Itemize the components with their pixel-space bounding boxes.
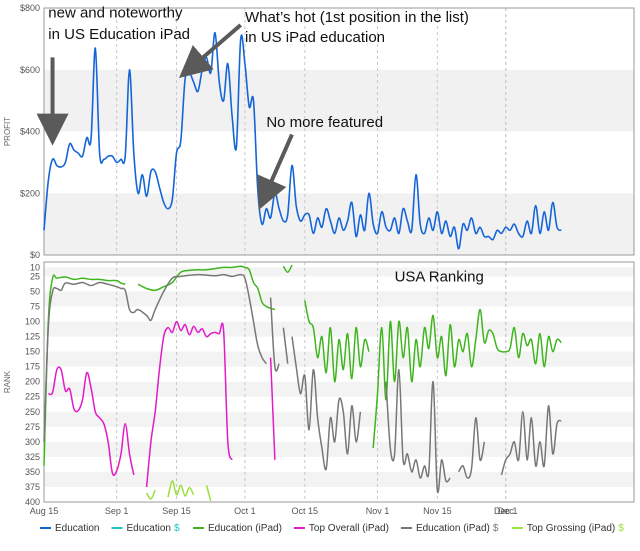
rank-y-tick-label: 325 bbox=[25, 452, 40, 462]
rank-series-line bbox=[145, 320, 233, 488]
x-tick-label: Dec 1 bbox=[494, 506, 518, 516]
rank-grid-band bbox=[44, 267, 634, 277]
x-tick-label: Sep 15 bbox=[162, 506, 191, 516]
legend-label: Education (iPad) bbox=[208, 523, 282, 534]
profit-y-tick-label: $0 bbox=[30, 250, 40, 260]
profit-grid-band bbox=[44, 193, 634, 255]
rank-y-tick-label: 10 bbox=[30, 262, 40, 272]
rank-y-tick-label: 375 bbox=[25, 482, 40, 492]
legend-item[interactable]: Education (iPad) $ bbox=[400, 523, 499, 534]
x-tick-label: Oct 15 bbox=[292, 506, 319, 516]
rank-y-tick-label: 350 bbox=[25, 467, 40, 477]
rank-y-axis-title: RANK bbox=[3, 370, 12, 393]
rank-series-line bbox=[145, 489, 156, 500]
rank-series-line bbox=[458, 417, 486, 479]
annotation-text: in US Education iPad bbox=[48, 26, 190, 43]
legend-suffix: $ bbox=[618, 523, 624, 534]
rank-series-line bbox=[282, 264, 293, 273]
rank-y-tick-label: 175 bbox=[25, 362, 40, 372]
x-tick-label: Oct 1 bbox=[234, 506, 256, 516]
profit-y-tick-label: $200 bbox=[20, 188, 40, 198]
rank-series-line bbox=[269, 357, 276, 460]
x-tick-label: Sep 1 bbox=[105, 506, 129, 516]
rank-y-tick-label: 100 bbox=[25, 317, 40, 327]
legend-suffix: $ bbox=[493, 523, 499, 534]
rank-y-tick-label: 75 bbox=[30, 302, 40, 312]
rank-plot-frame bbox=[43, 261, 635, 503]
annotation-text: No more featured bbox=[266, 114, 383, 131]
profit-y-tick-label: $600 bbox=[20, 65, 40, 75]
rank-y-tick-label: 400 bbox=[25, 497, 40, 507]
profit-y-tick-label: $400 bbox=[20, 127, 40, 137]
rank-series-line bbox=[291, 336, 362, 471]
rank-y-tick-label: 275 bbox=[25, 422, 40, 432]
rank-series-line bbox=[372, 308, 562, 448]
rank-y-tick-label: 225 bbox=[25, 392, 40, 402]
rank-y-tick-label: 300 bbox=[25, 437, 40, 447]
rank-y-tick-label: 150 bbox=[25, 347, 40, 357]
rank-series-line bbox=[48, 366, 135, 477]
rank-series-line bbox=[43, 273, 267, 442]
rank-series-line bbox=[269, 297, 280, 372]
rank-grid-band bbox=[44, 321, 634, 337]
profit-grid-band bbox=[44, 8, 634, 70]
profit-series-line bbox=[43, 31, 562, 250]
rank-panel-title: USA Ranking bbox=[395, 268, 484, 285]
rank-y-tick-label: 200 bbox=[25, 377, 40, 387]
rank-y-tick-label: 25 bbox=[30, 271, 40, 281]
x-tick-label: Nov 15 bbox=[423, 506, 452, 516]
rank-grid-band bbox=[44, 291, 634, 307]
profit-grid-band bbox=[44, 131, 634, 194]
annotation-text: new and noteworthy bbox=[48, 4, 183, 21]
legend-label: Top Overall (iPad) bbox=[309, 523, 389, 534]
rank-series-line bbox=[500, 405, 562, 476]
legend-label: Education bbox=[126, 523, 170, 534]
rank-grid-band bbox=[44, 471, 634, 487]
rank-grid-band bbox=[44, 351, 634, 367]
legend-item[interactable]: Education (iPad) bbox=[192, 523, 282, 534]
rank-grid-band bbox=[44, 381, 634, 397]
annotation-text: What’s hot (1st position in the list) bbox=[245, 9, 469, 26]
profit-grid-band bbox=[44, 69, 634, 132]
legend-label: Top Grossing (iPad) bbox=[527, 523, 615, 534]
legend-item[interactable]: Education bbox=[40, 523, 99, 534]
rank-series-line bbox=[385, 368, 451, 494]
rank-grid-band bbox=[44, 411, 634, 427]
rank-series-line bbox=[43, 274, 126, 466]
legend-suffix: $ bbox=[174, 523, 180, 534]
annotation-text: in US iPad education bbox=[245, 29, 385, 46]
legend-label: Education (iPad) bbox=[416, 523, 490, 534]
x-tick-label: Dec bbox=[498, 506, 515, 516]
legend-item[interactable]: Top Grossing (iPad) $ bbox=[511, 523, 624, 534]
rank-series-line bbox=[282, 327, 289, 364]
profit-y-axis-title: PROFIT bbox=[3, 117, 12, 146]
rank-y-tick-label: 250 bbox=[25, 407, 40, 417]
x-tick-label: Aug 15 bbox=[30, 506, 59, 516]
legend-label: Education bbox=[55, 523, 99, 534]
legend-item[interactable]: Top Overall (iPad) bbox=[293, 523, 389, 534]
annotation-arrow bbox=[257, 133, 294, 210]
rank-y-tick-label: 50 bbox=[30, 286, 40, 296]
profit-y-tick-label: $800 bbox=[20, 3, 40, 13]
legend-item[interactable]: Education $ bbox=[111, 523, 180, 534]
rank-grid-band bbox=[44, 441, 634, 457]
rank-y-tick-label: 125 bbox=[25, 332, 40, 342]
x-tick-label: Nov 1 bbox=[366, 506, 390, 516]
annotation-arrow bbox=[179, 23, 242, 79]
rank-series-line bbox=[205, 485, 212, 501]
rank-series-line bbox=[167, 480, 195, 498]
rank-series-line bbox=[304, 300, 370, 383]
